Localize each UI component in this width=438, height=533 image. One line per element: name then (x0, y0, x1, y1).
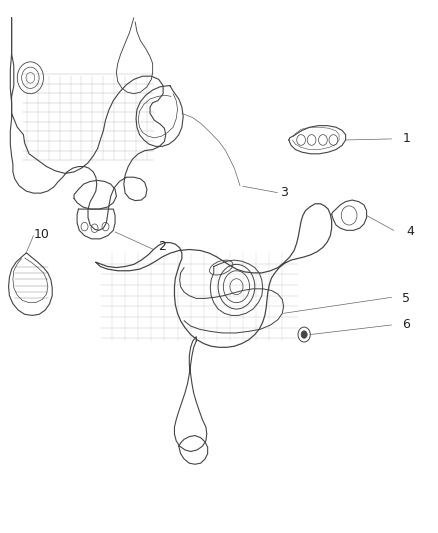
Text: 2: 2 (158, 240, 166, 253)
Text: 1: 1 (403, 132, 410, 146)
Text: 6: 6 (403, 319, 410, 332)
Text: 10: 10 (33, 228, 49, 241)
Text: 4: 4 (407, 225, 415, 238)
Text: 5: 5 (403, 292, 410, 305)
Text: 3: 3 (280, 185, 288, 199)
Circle shape (301, 331, 307, 338)
